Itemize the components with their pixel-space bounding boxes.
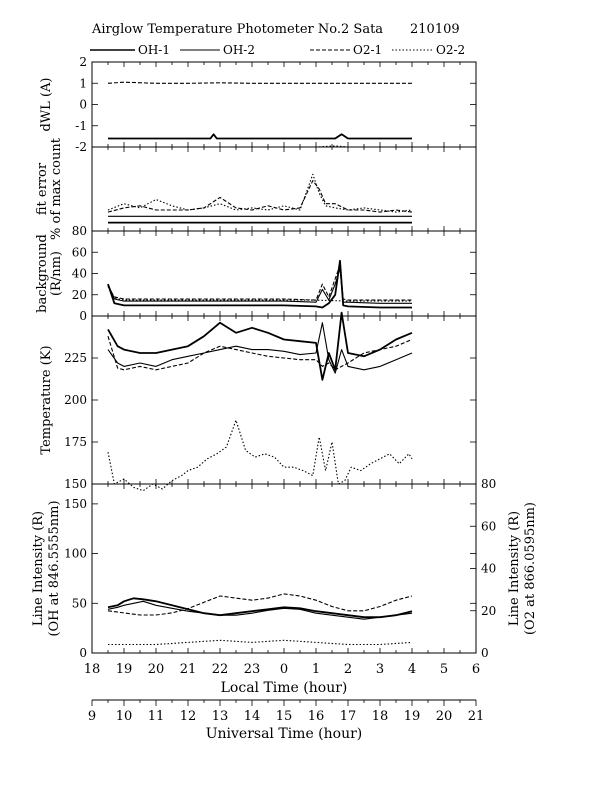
chart-title: Airglow Temperature Photometer No.2 Sata (92, 22, 384, 37)
panel-temp-ytick-label: 150 (64, 477, 87, 491)
local-time-tick-label: 2 (344, 662, 352, 677)
local-time-tick-label: 6 (472, 662, 480, 677)
panel-int-ytick-r-label: 20 (481, 604, 496, 618)
series-dwl-o2-1 (107, 81, 412, 84)
panel-dwl-ytick-label: 2 (79, 55, 87, 69)
local-time-tick-label: 4 (408, 662, 416, 677)
series-int-oh-2 (107, 600, 413, 620)
local-time-tick-label: 5 (440, 662, 448, 677)
series-dwl-oh-1 (108, 133, 412, 140)
panel-dwl-frame (91, 61, 477, 148)
panel-bg: 80 60 40 20 0 background (R/nm) (35, 224, 477, 323)
panel-int-ylabel-left: Line Intensity (R) (31, 511, 46, 626)
local-time-tick-label: 18 (84, 662, 101, 677)
panel-temp-ytick-label: 225 (64, 351, 87, 365)
panel-fit-ylabel: % of max count (49, 137, 64, 240)
date-code: 210109 (410, 22, 460, 37)
panel-int-ylabel-right: Line Intensity (R) (507, 511, 522, 626)
panel-dwl-ytick-label: 0 (79, 98, 87, 112)
series-int-o2-2 (108, 639, 413, 646)
ut-tick-label: 10 (116, 709, 133, 724)
local-time-tick-label: 0 (280, 662, 288, 677)
series-bg-oh-2 (107, 267, 412, 304)
panel-int-ytick-r-label: 80 (481, 477, 496, 491)
ut-tick-label: 11 (148, 709, 165, 724)
series-bg-oh-1 (107, 259, 412, 309)
panel-bg-ytick-label: 40 (72, 267, 87, 281)
local-time-tick-label: 20 (148, 662, 165, 677)
local-time-tick-label: 23 (244, 662, 261, 677)
ut-tick-label: 14 (244, 709, 261, 724)
series-temp-oh-1 (107, 311, 413, 381)
legend-oh2-label: OH-2 (223, 43, 255, 57)
panel-temp-ytick-label: 175 (64, 435, 87, 449)
legend-oh1-label: OH-1 (138, 43, 170, 57)
legend: OH-1 OH-2 O2-1 O2-2 (90, 43, 465, 57)
panel-fit-ylabel: fit error (35, 162, 50, 215)
series-fit-o2-2 (107, 173, 413, 213)
local-time-axis-label: Local Time (hour) (221, 680, 348, 696)
panel-int-ytick-r-label: 40 (481, 562, 496, 576)
panel-bg-ytick-label: 60 (72, 245, 87, 259)
panel-bg-ylabel: background (35, 234, 50, 313)
panel-int-ytick-label: 50 (72, 596, 87, 610)
panel-bg-ylabel: (R/nm) (49, 251, 64, 296)
panel-int-ytick-label: 0 (79, 646, 87, 660)
ut-tick-label: 15 (276, 709, 293, 724)
series-temp-o2-2 (107, 419, 413, 492)
panel-int-ylabel-right: (O2 at 866.0595nm) (523, 502, 538, 635)
panel-bg-ytick-label: 0 (79, 309, 87, 323)
panel-temp-ytick-label: 200 (64, 393, 87, 407)
series-temp-oh-2 (107, 322, 413, 374)
panel-int-ytick-label: 100 (64, 547, 87, 561)
ut-tick-label: 12 (180, 709, 197, 724)
local-time-tick-label: 21 (180, 662, 197, 677)
panel-bg-ytick-label: 80 (72, 224, 87, 238)
panel-dwl-ytick-label: 1 (79, 76, 87, 90)
panel-fit-frame (91, 146, 477, 232)
local-time-tick-label: 22 (212, 662, 229, 677)
panel-temp-ylabel: Temperature (K) (39, 345, 54, 454)
ut-tick-label: 20 (436, 709, 453, 724)
series-int-oh-1 (107, 597, 413, 619)
local-time-tick-label: 19 (116, 662, 133, 677)
ut-tick-label: 13 (212, 709, 229, 724)
ut-tick-label: 9 (88, 709, 96, 724)
ut-axis-label: Universal Time (hour) (206, 726, 363, 742)
panel-bg-ytick-label: 20 (72, 288, 87, 302)
panel-int-ylabel-left: (OH at 846.5555nm) (47, 500, 62, 636)
ut-tick-label: 16 (308, 709, 325, 724)
panel-int-ytick-r-label: 0 (481, 646, 489, 660)
series-fit-o2-1 (107, 180, 413, 213)
panel-dwl: 2 1 0 -1 -2 dWL (A) (39, 55, 477, 154)
series-int-o2-1 (107, 593, 413, 616)
series-temp-o2-1 (107, 336, 413, 371)
panel-fit: fit error% of max count (35, 137, 477, 240)
panel-dwl-ytick-label: -2 (75, 140, 87, 154)
panel-int-ytick-label: 150 (64, 497, 87, 511)
legend-o22-label: O2-2 (436, 43, 465, 57)
local-time-tick-label: 3 (376, 662, 384, 677)
series-bg-o2-1 (107, 264, 412, 301)
ut-tick-label: 18 (372, 709, 389, 724)
ut-tick-label: 21 (468, 709, 485, 724)
legend-o21-label: O2-1 (353, 43, 382, 57)
panel-dwl-ylabel: dWL (A) (39, 78, 54, 132)
panel-dwl-ytick-label: -1 (75, 119, 87, 133)
series-bg-o2-2 (107, 286, 412, 302)
ut-tick-label: 19 (404, 709, 421, 724)
local-time-tick-label: 1 (312, 662, 320, 677)
panel-bg-frame (91, 230, 477, 317)
panel-int-ytick-r-label: 60 (481, 519, 496, 533)
panel-int-frame (91, 483, 477, 654)
panel-temp-frame (91, 315, 477, 485)
ut-tick-label: 17 (340, 709, 357, 724)
panel-temp: 225 200 175 150 Temperature (K) (39, 311, 477, 492)
